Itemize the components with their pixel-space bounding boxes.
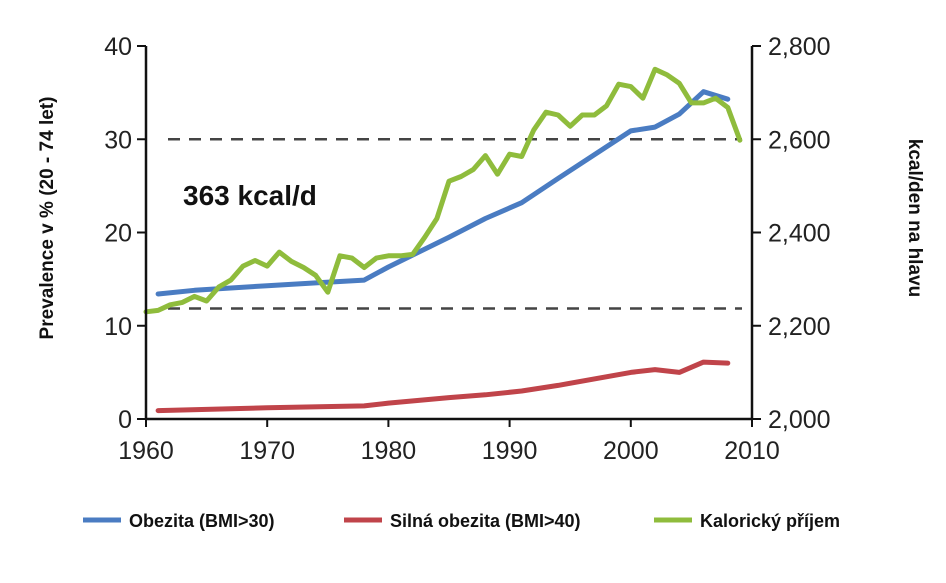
series-line-2 <box>155 359 731 414</box>
legend-label: Silná obezita (BMI>40) <box>390 511 581 531</box>
legend-item-1: Obezita (BMI>30) <box>83 511 275 531</box>
legend: Obezita (BMI>30) Silná obezita (BMI>40) Ka… <box>83 511 840 531</box>
reference-lines <box>168 138 742 310</box>
x-tick-label: 1970 <box>239 437 295 465</box>
y-right-tick-label: 2,800 <box>768 33 831 61</box>
y-left-tick-label: 10 <box>104 313 132 341</box>
annotation-label: 363 kcal/d <box>183 180 317 211</box>
series-line-3 <box>143 66 743 315</box>
legend-item-2: Silná obezita (BMI>40) <box>344 511 581 531</box>
y-right-tick-label: 2,400 <box>768 220 831 248</box>
series-line-1 <box>155 89 731 297</box>
y-left-tick-label: 20 <box>104 220 132 248</box>
y-right-tick-label: 2,200 <box>768 313 831 341</box>
series-layer <box>143 66 743 414</box>
x-tick-label: 1960 <box>118 437 174 465</box>
tick-labels: 1960 1970 1980 1990 2000 2010 0 10 20 30 40 2,000 2,… <box>104 33 830 465</box>
y-left-tick-label: 30 <box>104 126 132 154</box>
y-right-tick-label: 2,600 <box>768 126 831 154</box>
y-right-tick-label: 2,000 <box>768 406 831 434</box>
y-left-axis-title: Prevalence v % (20 - 74 let) <box>37 97 58 340</box>
x-tick-label: 1990 <box>482 437 538 465</box>
x-tick-label: 2010 <box>724 437 780 465</box>
y-left-tick-label: 40 <box>104 33 132 61</box>
x-tick-label: 2000 <box>603 437 659 465</box>
y-left-tick-label: 0 <box>118 406 132 434</box>
x-tick-label: 1980 <box>361 437 417 465</box>
legend-label: Kalorický příjem <box>700 511 840 531</box>
axes <box>137 45 761 427</box>
legend-label: Obezita (BMI>30) <box>129 511 275 531</box>
legend-item-3: Kalorický příjem <box>654 511 840 531</box>
y-right-axis-title: kcal/den na hlavu <box>904 139 925 297</box>
